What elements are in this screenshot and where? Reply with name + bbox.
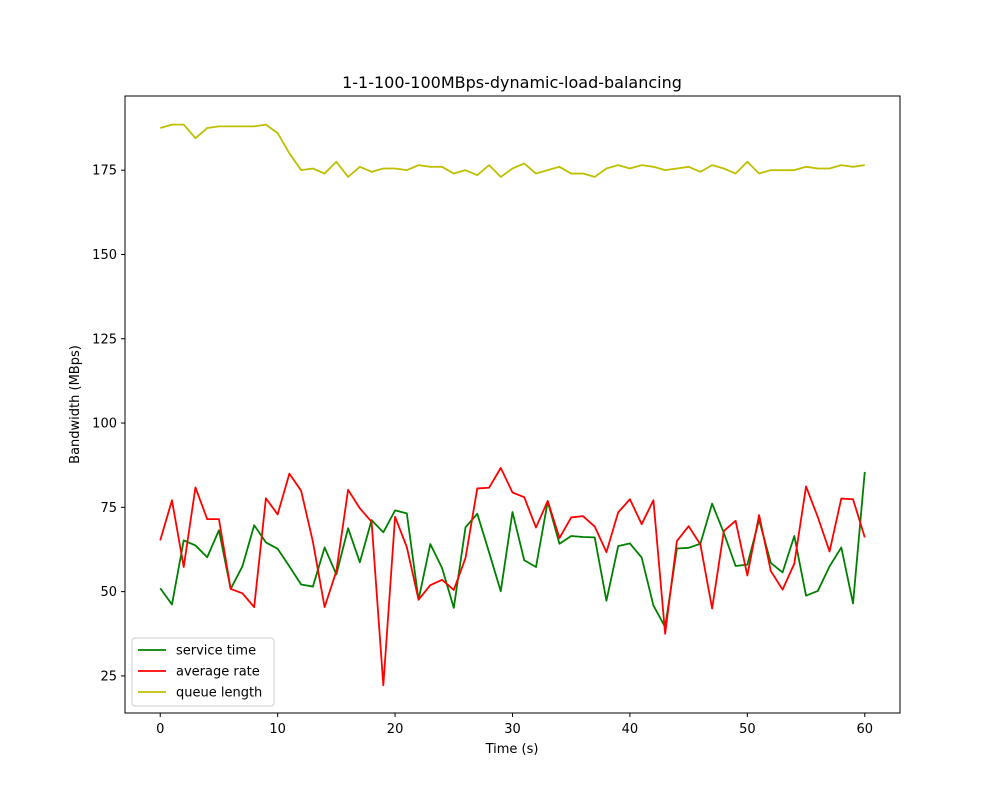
y-tick-label: 150 (92, 248, 117, 263)
x-tick-label: 40 (622, 722, 639, 737)
y-axis-label: Bandwidth (MBps) (68, 345, 83, 464)
legend-label: service time (176, 644, 256, 659)
x-tick-label: 60 (856, 722, 873, 737)
x-axis: 0 10 20 30 40 50 60 (156, 713, 873, 737)
legend: service time average rate queue length (131, 637, 275, 707)
legend-box (131, 637, 275, 707)
chart-title: 1-1-100-100MBps-dynamic-load-balancing (342, 73, 682, 92)
y-tick-label: 50 (100, 585, 117, 600)
series-line-service-time (159, 471, 866, 628)
x-tick-label: 10 (269, 722, 286, 737)
legend-label: average rate (176, 665, 260, 680)
x-tick-label: 0 (156, 722, 164, 737)
y-axis: 25 50 75 100 125 150 175 (92, 164, 125, 684)
x-axis-label: Time (s) (485, 742, 539, 757)
x-tick-label: 50 (739, 722, 756, 737)
x-tick-label: 30 (504, 722, 521, 737)
y-tick-label: 125 (92, 332, 117, 347)
y-tick-label: 75 (100, 501, 117, 516)
series-line-queue-length (159, 123, 865, 178)
y-tick-label: 175 (92, 164, 117, 179)
plot-series (159, 123, 866, 687)
x-tick-label: 20 (387, 722, 404, 737)
y-tick-label: 100 (92, 417, 117, 432)
series-line-average-rate (159, 466, 866, 687)
y-tick-label: 25 (100, 669, 117, 684)
legend-label: queue length (176, 686, 262, 701)
